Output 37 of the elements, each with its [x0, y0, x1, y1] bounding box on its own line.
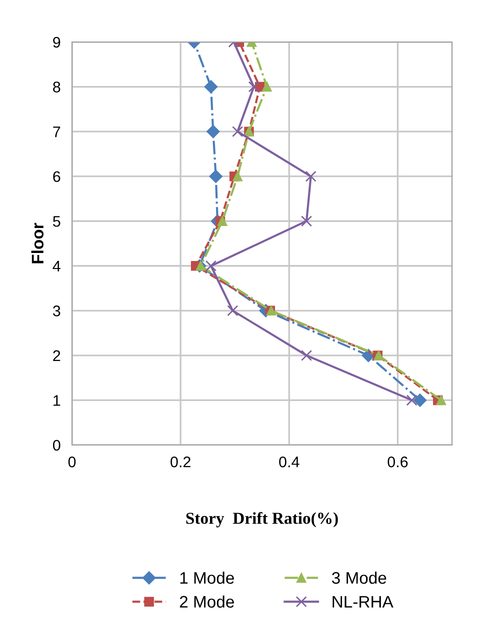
point — [206, 124, 220, 138]
x-tick-label: 0.4 — [279, 456, 300, 468]
point — [413, 394, 427, 407]
point — [436, 395, 446, 406]
point — [232, 171, 242, 182]
y-tick-label: 2 — [53, 350, 60, 361]
point — [248, 81, 260, 92]
y-tick-label: 9 — [53, 36, 60, 48]
point — [300, 216, 312, 227]
y-tick-label: 0 — [52, 440, 60, 451]
point — [406, 394, 418, 406]
x-tick-label: 0 — [68, 456, 76, 468]
x-tick-label: 0.2 — [170, 456, 190, 468]
x-tick-label: 0.6 — [388, 456, 408, 468]
point — [204, 80, 218, 94]
point — [305, 170, 316, 182]
point — [205, 260, 217, 272]
y-tick-label: 5 — [53, 216, 60, 227]
y-tick-label: 3 — [52, 306, 60, 316]
point — [232, 126, 244, 138]
y-tick-label: 8 — [53, 82, 60, 92]
y-tick-label: 4 — [52, 260, 60, 272]
point — [227, 305, 238, 316]
y-tick-label: 7 — [53, 126, 60, 138]
y-tick-label: 6 — [53, 171, 60, 182]
legend-label: 1 Mode — [180, 572, 234, 584]
legend-label: NL-RHA — [332, 596, 394, 608]
x-axis-title: Story Drift Ratio(%) — [186, 512, 338, 528]
point — [300, 350, 312, 361]
legend-label: 3 Mode — [332, 572, 386, 584]
y-axis-title: Floor — [31, 222, 44, 264]
y-tick-label: 1 — [54, 395, 60, 406]
point — [196, 261, 206, 271]
point — [262, 82, 272, 92]
legend-label: 2 Mode — [180, 595, 234, 608]
point — [209, 170, 222, 183]
point — [218, 216, 228, 226]
